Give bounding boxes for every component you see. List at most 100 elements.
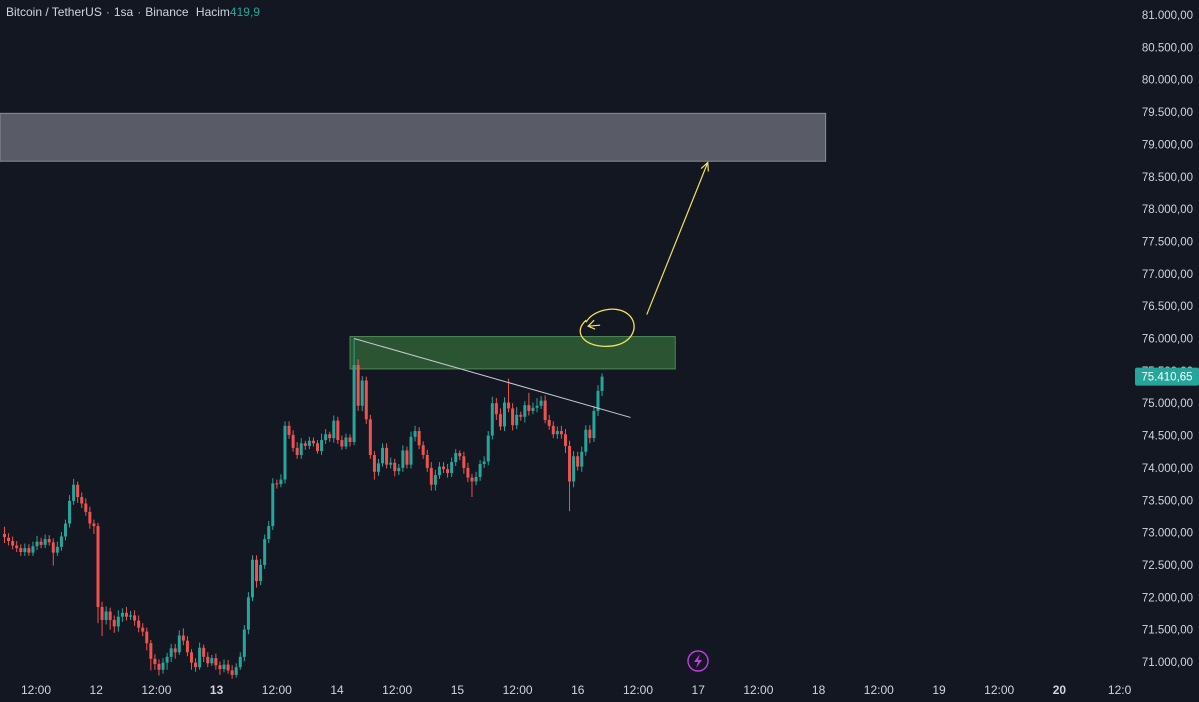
time-tick-label: 15 [451,683,465,697]
candle-body [104,611,108,620]
candle-body [572,456,576,482]
candle [385,443,389,469]
candle-body [59,536,63,547]
candle [328,431,332,443]
price-axis[interactable]: 81.000,00 80.500,00 80.000,00 79.500,00 79.0… [1142,10,1193,669]
candle [275,479,279,489]
candle-body [490,403,494,436]
candle [198,642,202,670]
candle [421,441,425,459]
candle-body [68,500,72,524]
candle-body [259,564,263,582]
lightning-icon[interactable] [687,650,709,672]
candle-body [202,647,206,657]
candle-body [527,405,531,411]
candle [470,473,474,498]
candle-body [271,483,275,527]
annotation-zones [0,112,827,370]
candle-body [458,453,462,457]
exchange-label: Binance [145,5,189,19]
symbol-name: Bitcoin / TetherUS [6,5,102,19]
candle [340,435,344,450]
candle-body [108,611,112,620]
candle [344,433,348,450]
candle [494,398,498,421]
candle [580,446,584,472]
candle [450,457,454,477]
time-tick-label: 12:00 [503,683,533,697]
candle-body [100,607,104,620]
candle [230,665,234,679]
candle-body [124,612,128,617]
candle-body [173,648,177,653]
candle-body [539,400,543,406]
candle [88,506,92,529]
candle [133,610,137,626]
candle-body [141,627,145,632]
candle-body [299,443,303,455]
candle [466,462,470,483]
candle-body [238,656,242,668]
candle-body [76,484,80,498]
candle [185,636,189,657]
candle [336,416,340,444]
candle-body [145,631,149,644]
candle-body [263,539,267,565]
candle-body [498,414,502,427]
candle [405,446,409,469]
candle-body [88,511,92,524]
candle [161,658,165,674]
candle [531,402,535,415]
candle-body [92,523,96,527]
time-tick-label: 12:0 [1108,683,1132,697]
candle-body [559,431,563,435]
candle-body [405,450,409,465]
candle [263,534,267,569]
highlight-circle[interactable] [579,308,635,347]
candle-body [161,662,165,670]
candle-body [368,419,372,455]
candle-body [523,405,527,417]
candle [149,640,153,671]
candle [401,445,405,472]
candle-body [279,479,283,485]
candle [259,559,263,586]
price-tick-label: 77.500,00 [1142,236,1193,248]
time-tick-label: 16 [571,683,585,697]
target-arrow[interactable] [646,162,709,315]
candle [51,538,55,566]
candle [368,414,372,459]
symbol-legend[interactable]: Bitcoin / TetherUS · 1sa · Binance Hacim419,… [6,5,260,19]
candle [271,478,275,531]
candle-body [23,548,27,553]
candle-body [198,647,202,668]
candle [15,541,19,553]
candle-body [568,445,572,482]
candle [576,451,580,471]
candle-body [120,612,124,617]
resistance-zone[interactable] [0,112,827,162]
candle-body [214,658,218,666]
candle [425,449,429,472]
time-axis[interactable]: 12:00 12 12:00 13 12:00 14 12:00 15 12:00 16 12:00… [21,683,1132,697]
candle-body [429,467,433,485]
candle [429,462,433,491]
candle [202,644,206,662]
candle-body [11,541,15,546]
candle-body [450,462,454,474]
candle [76,481,80,503]
time-tick-label: 20 [1053,683,1067,697]
candle [104,606,108,625]
trendline[interactable] [353,338,631,418]
candle [555,426,559,439]
candle [332,415,336,443]
candle [559,425,563,439]
candle-body [84,503,88,512]
candle-body [133,615,137,621]
candle [360,376,364,411]
candle-body [3,533,6,538]
candle-body [291,434,295,448]
candle-body [482,461,486,465]
candle-body [181,635,185,641]
